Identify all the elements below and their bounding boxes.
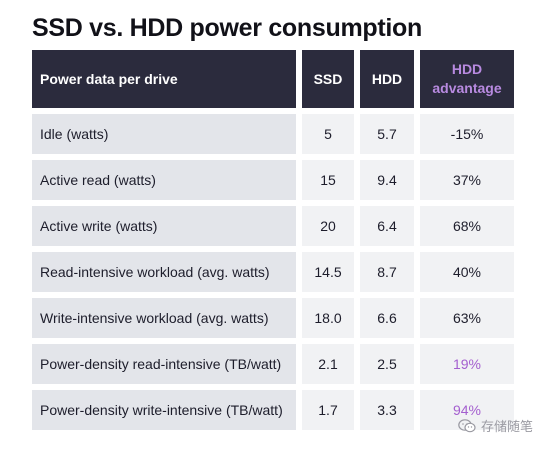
wechat-icon xyxy=(458,418,476,433)
table-row: Power-density read-intensive (TB/watt) 2… xyxy=(32,344,514,384)
ssd-cell: 2.1 xyxy=(302,344,354,384)
watermark-text: 存储随笔 xyxy=(480,420,533,435)
page-title: SSD vs. HDD power consumption xyxy=(32,14,422,42)
metric-cell: Read-intensive workload (avg. watts) xyxy=(32,252,296,292)
metric-cell: Write-intensive workload (avg. watts) xyxy=(32,298,296,338)
hdd-cell: 2.5 xyxy=(360,344,414,384)
ssd-cell: 5 xyxy=(302,114,354,154)
metric-cell: Idle (watts) xyxy=(32,114,296,154)
header-hdd-advantage: HDD advantage xyxy=(420,50,514,108)
ssd-cell: 20 xyxy=(302,206,354,246)
metric-cell: Power-density write-intensive (TB/watt) xyxy=(32,390,296,430)
advantage-cell: 19% xyxy=(420,344,514,384)
ssd-cell: 14.5 xyxy=(302,252,354,292)
ssd-cell: 15 xyxy=(302,160,354,200)
hdd-cell: 6.6 xyxy=(360,298,414,338)
table-row: Active write (watts) 20 6.4 68% xyxy=(32,206,514,246)
advantage-cell: 40% xyxy=(420,252,514,292)
header-ssd: SSD xyxy=(302,50,354,108)
hdd-cell: 8.7 xyxy=(360,252,414,292)
table-row: Write-intensive workload (avg. watts) 18… xyxy=(32,298,514,338)
metric-cell: Power-density read-intensive (TB/watt) xyxy=(32,344,296,384)
watermark: 存储随笔 xyxy=(458,416,533,435)
header-metric: Power data per drive xyxy=(32,50,296,108)
advantage-cell: -15% xyxy=(420,114,514,154)
advantage-cell: 68% xyxy=(420,206,514,246)
advantage-cell: 63% xyxy=(420,298,514,338)
hdd-cell: 5.7 xyxy=(360,114,414,154)
hdd-cell: 9.4 xyxy=(360,160,414,200)
table-row: Idle (watts) 5 5.7 -15% xyxy=(32,114,514,154)
table-row: Read-intensive workload (avg. watts) 14.… xyxy=(32,252,514,292)
table-row: Power-density write-intensive (TB/watt) … xyxy=(32,390,514,430)
table-row: Active read (watts) 15 9.4 37% xyxy=(32,160,514,200)
power-comparison-table: Power data per drive SSD HDD HDD advanta… xyxy=(32,50,514,436)
hdd-cell: 3.3 xyxy=(360,390,414,430)
hdd-cell: 6.4 xyxy=(360,206,414,246)
metric-cell: Active write (watts) xyxy=(32,206,296,246)
header-hdd: HDD xyxy=(360,50,414,108)
ssd-cell: 18.0 xyxy=(302,298,354,338)
table-header-row: Power data per drive SSD HDD HDD advanta… xyxy=(32,50,514,108)
ssd-cell: 1.7 xyxy=(302,390,354,430)
metric-cell: Active read (watts) xyxy=(32,160,296,200)
advantage-cell: 37% xyxy=(420,160,514,200)
